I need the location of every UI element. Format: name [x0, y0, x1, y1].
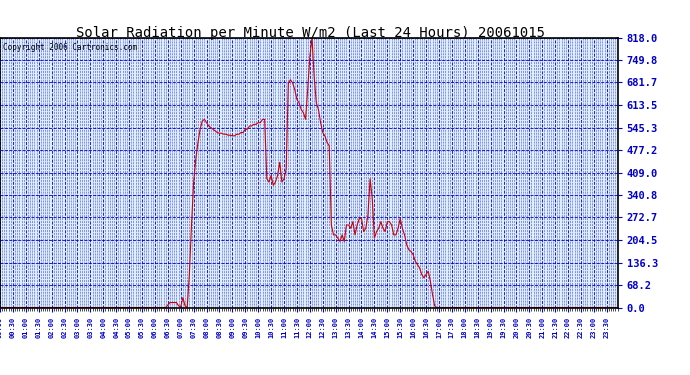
Text: Solar Radiation per Minute W/m2 (Last 24 Hours) 20061015: Solar Radiation per Minute W/m2 (Last 24… [76, 26, 545, 40]
Text: Copyright 2006 Cartronics.com: Copyright 2006 Cartronics.com [3, 43, 137, 52]
